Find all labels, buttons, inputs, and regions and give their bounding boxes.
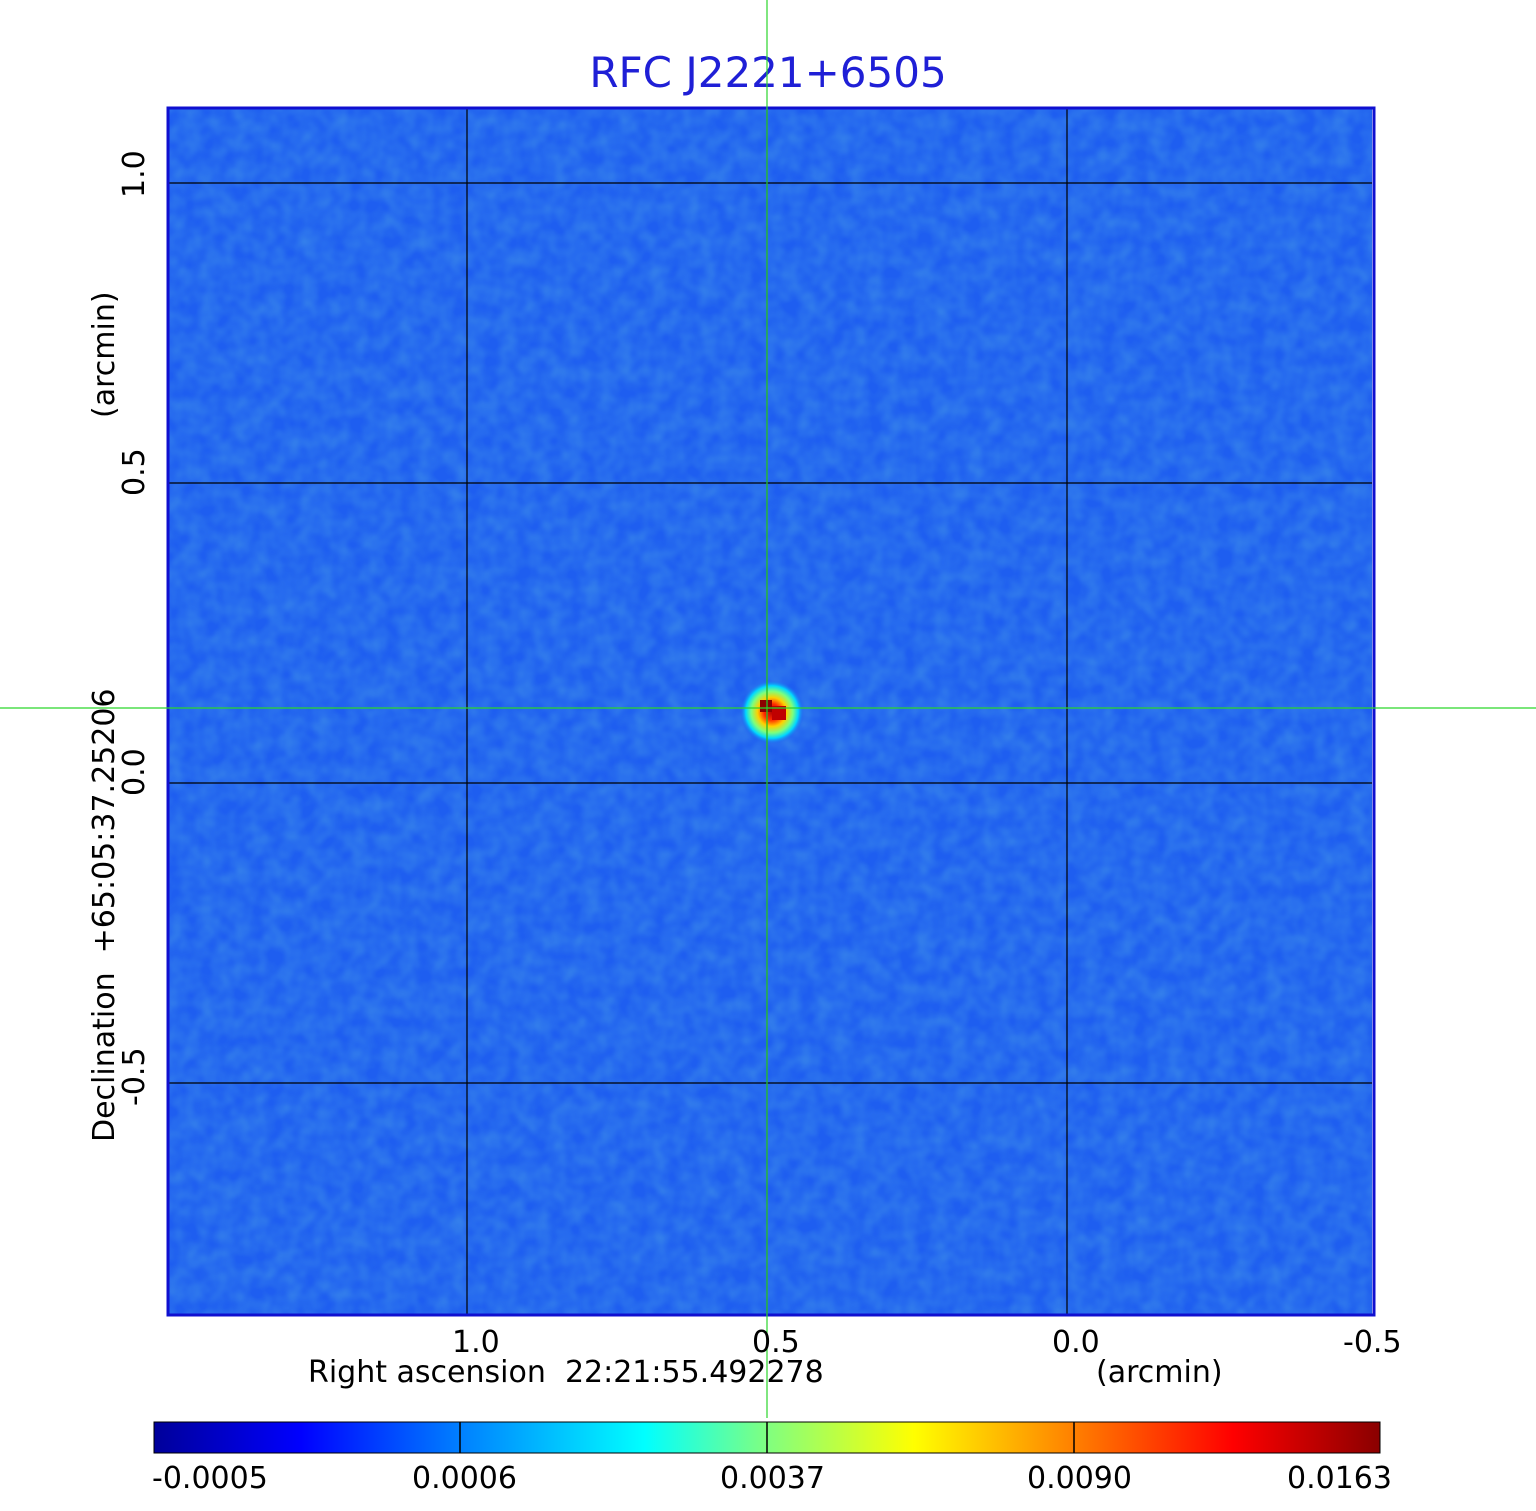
- y-axis-label: Declination +65:05:37.25206: [87, 688, 122, 1142]
- colorbar-tick-label: 0.0163: [1287, 1461, 1392, 1496]
- colorbar-tick-label: -0.0005: [152, 1461, 268, 1496]
- colorbar-ticks: [459, 1422, 1075, 1453]
- crosshair: [0, 0, 1536, 1418]
- y-axis-units: (arcmin): [87, 291, 122, 418]
- x-axis-title: Right ascension: [308, 1355, 546, 1390]
- x-axis-units: (arcmin): [1096, 1355, 1223, 1390]
- y-axis-center-value: +65:05:37.25206: [87, 688, 122, 954]
- image-title: RFC J2221+6505: [589, 48, 947, 97]
- colorbar-tick-label: 0.0006: [412, 1461, 517, 1496]
- x-tick-label: 1.0: [452, 1325, 500, 1360]
- x-tick-label: 0.5: [752, 1325, 800, 1360]
- image-area: [168, 108, 1372, 1314]
- y-tick-label: -0.5: [117, 1047, 152, 1106]
- x-axis-label: Right ascension 22:21:55.492278: [308, 1356, 824, 1390]
- colorbar-tick-label: 0.0090: [1027, 1461, 1132, 1496]
- x-tick-label: -0.5: [1343, 1325, 1402, 1360]
- x-axis-center-value: 22:21:55.492278: [564, 1355, 824, 1390]
- y-tick-label: 0.5: [117, 448, 152, 496]
- image-frame: [166, 106, 1376, 1317]
- colorbar-tick-label: 0.0037: [720, 1461, 825, 1496]
- y-tick-label: 1.0: [117, 150, 152, 198]
- x-tick-label: 0.0: [1052, 1325, 1100, 1360]
- y-tick-label: 0.0: [117, 748, 152, 796]
- y-axis-title: Declination: [87, 972, 122, 1142]
